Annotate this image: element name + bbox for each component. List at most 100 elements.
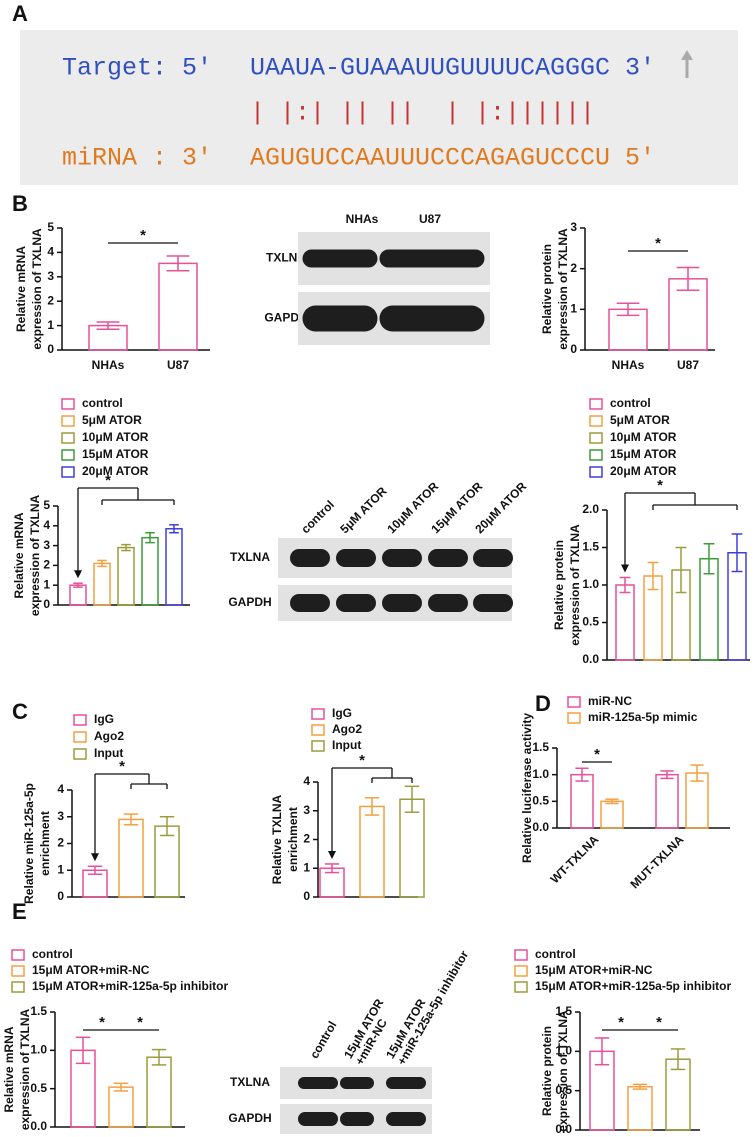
y-tick-label: 4 <box>47 245 54 259</box>
bar <box>117 546 135 606</box>
mirna-end: 5' <box>625 144 655 173</box>
legend-swatch <box>514 965 528 977</box>
significance-label: * <box>105 472 111 489</box>
blot-band <box>382 549 422 567</box>
legend-swatch <box>73 731 87 743</box>
y-tick-label: 2 <box>57 836 64 850</box>
blot-band <box>428 594 468 612</box>
legend-label: Ago2 <box>94 729 124 743</box>
y-tick-label: 3 <box>43 538 50 552</box>
legend-label: control <box>610 396 651 410</box>
y-axis-label: enrichment <box>38 811 52 876</box>
y-tick-label: 1.0 <box>555 1044 572 1058</box>
y-axis-label: expression of TXLNA <box>556 228 570 350</box>
bar <box>93 562 111 606</box>
legend-swatch <box>514 981 528 993</box>
y-axis-label: expression of TXLNA <box>568 524 582 646</box>
blot-band <box>336 549 376 567</box>
y-tick-label: 1 <box>47 318 54 332</box>
y-tick-label: 0.5 <box>555 1083 572 1097</box>
legend-swatch <box>61 466 75 478</box>
lane-label: control <box>307 1019 339 1061</box>
significance-label: * <box>657 477 663 494</box>
target-label: Target: 5' <box>62 54 212 83</box>
significance-label: * <box>99 1014 105 1031</box>
y-tick-label: 1.5 <box>582 540 599 554</box>
legend-swatch <box>61 415 75 427</box>
y-tick-label: 1 <box>303 860 310 874</box>
significance-label: * <box>140 227 146 244</box>
legend-label: 5μM ATOR <box>610 413 670 427</box>
y-tick-label: 2 <box>47 293 54 307</box>
y-tick-label: 0 <box>57 889 64 903</box>
x-tick-label: NHAs <box>92 358 125 372</box>
legend-swatch <box>11 949 25 961</box>
y-tick-label: 0.5 <box>30 1081 47 1095</box>
blot-row-label: TXLNA <box>230 550 270 564</box>
significance-arrow <box>621 564 629 573</box>
lane-label-line: 5μM ATOR <box>337 484 389 536</box>
lane-label-line: control <box>298 498 337 537</box>
lane-label: NHAs <box>346 212 379 226</box>
lane-label-line: control <box>307 1019 339 1061</box>
legend-label: 15μM ATOR+miR-NC <box>535 963 653 977</box>
pairing: | |:| || || | |:|||||| <box>250 99 595 128</box>
legend-label: Input <box>94 746 123 760</box>
y-tick-label: 3 <box>57 809 64 823</box>
bar <box>141 536 159 606</box>
legend-swatch <box>589 449 603 461</box>
bar <box>399 798 425 898</box>
blot-row-label: TXLNA <box>266 251 306 265</box>
y-tick-label: 2 <box>43 558 50 572</box>
bar <box>108 1086 134 1128</box>
blot-band <box>379 305 485 332</box>
y-axis-label: Relative mRNA <box>12 512 26 598</box>
lane-label: 5μM ATOR <box>337 484 389 536</box>
y-axis-label: Relative protein <box>552 540 566 630</box>
x-tick-label: MUT-TXLNA <box>627 832 686 891</box>
y-tick-label: 0.0 <box>582 652 599 666</box>
y-axis-label: enrichment <box>286 807 300 872</box>
legend-swatch <box>311 724 325 736</box>
legend-swatch <box>61 432 75 444</box>
y-axis-label: Relative protein <box>540 244 554 334</box>
blot-band <box>290 549 330 567</box>
blot-band <box>473 549 513 567</box>
legend-label: IgG <box>94 712 114 726</box>
significance-arrow <box>328 850 336 859</box>
y-tick-label: 2 <box>570 261 577 275</box>
y-axis-label: expression of TXLNA <box>30 228 44 350</box>
bar <box>165 528 183 606</box>
y-tick-label: 0 <box>303 889 310 903</box>
y-tick-label: 1.0 <box>532 767 549 781</box>
blot-band <box>302 305 378 332</box>
legend-swatch <box>311 740 325 752</box>
y-tick-label: 3 <box>303 803 310 817</box>
legend-label: control <box>535 947 576 961</box>
significance-label: * <box>359 752 365 769</box>
lane-label: 15μM ATOR+miR-125a-5p inhibitor <box>383 941 471 1067</box>
blot-band <box>382 594 422 612</box>
y-axis-label: Relative TXLNA <box>270 794 284 884</box>
legend-label: 5μM ATOR <box>82 413 142 427</box>
x-tick-label: U87 <box>677 358 699 372</box>
y-tick-label: 4 <box>57 782 64 796</box>
y-tick-label: 4 <box>303 774 310 788</box>
mirna-label: miRNA : 3' <box>62 144 212 173</box>
y-tick-label: 5 <box>43 498 50 512</box>
legend-label: 20μM ATOR <box>82 464 149 478</box>
y-tick-label: 1.5 <box>30 1004 47 1018</box>
bar <box>154 825 180 898</box>
legend-swatch <box>61 398 75 410</box>
significance-label: * <box>137 1014 143 1031</box>
y-axis-label: Relative miR-125a-5p <box>22 783 36 904</box>
blot-band <box>336 594 376 612</box>
bar <box>615 584 635 661</box>
blot-row-label: GAPDH <box>228 1111 271 1125</box>
x-tick-label: WT-TXLNA <box>548 832 602 886</box>
y-tick-label: 1 <box>43 577 50 591</box>
legend-label: 10μM ATOR <box>82 430 149 444</box>
x-tick-label: U87 <box>167 358 189 372</box>
target-sequence: UAAUA-GUAAAUUGUUUUCAGGGC <box>250 54 610 83</box>
